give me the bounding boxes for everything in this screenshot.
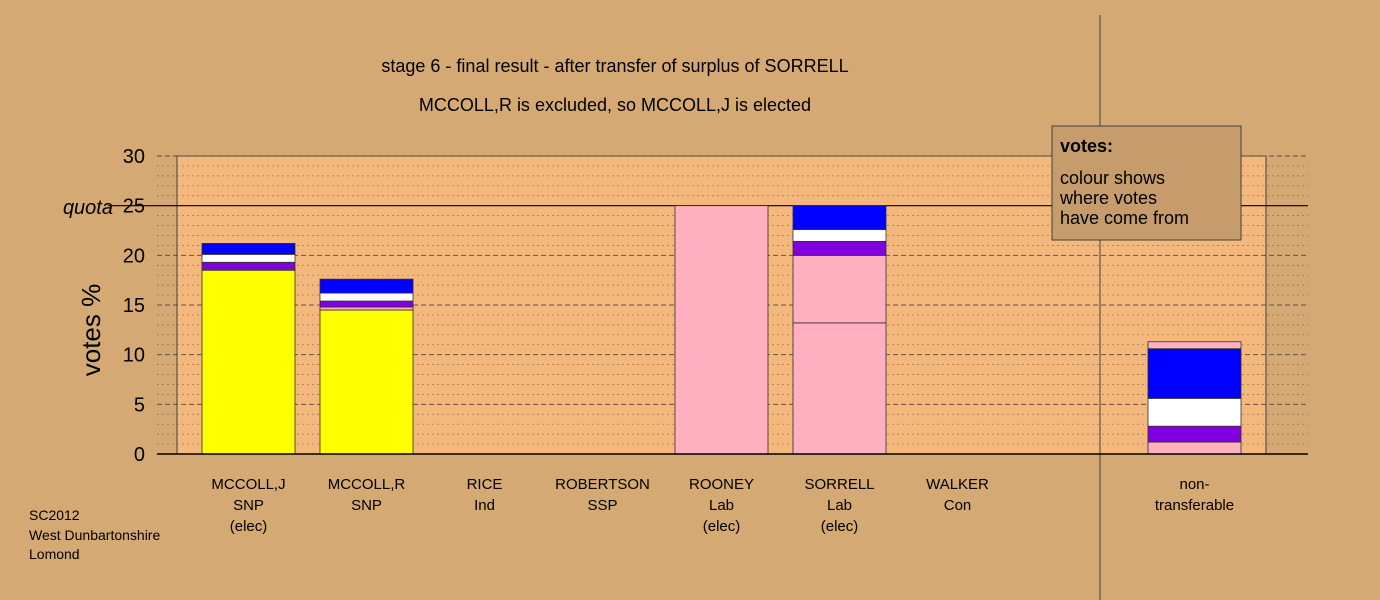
bar-segment [674, 205, 769, 455]
x-category-label: WALKER [926, 476, 989, 493]
x-category-label: RICE [467, 476, 503, 493]
x-category-label: MCCOLL,J [211, 476, 285, 493]
x-category-label: (elec) [230, 518, 268, 535]
legend-box: votes: colour shows where votes have com… [1051, 125, 1242, 241]
legend-line-2: where votes [1059, 188, 1157, 208]
footer-line-3: Lomond [29, 546, 80, 562]
bar-segment [792, 205, 887, 230]
x-category-label: SNP [233, 497, 264, 514]
y-axis-label: votes % [76, 284, 106, 377]
footer-text: SC2012 West Dunbartonshire Lomond [29, 507, 160, 562]
bar-segment [1147, 425, 1242, 443]
y-tick-label: 30 [123, 146, 145, 168]
bar-segment [1147, 348, 1242, 399]
bar-segment [319, 309, 414, 455]
bar-segment [1147, 441, 1242, 455]
y-tick-label: 5 [134, 394, 145, 416]
bar-segment [319, 306, 414, 311]
bars [201, 205, 1242, 455]
x-category-label: (elec) [703, 518, 741, 535]
x-category-label: Con [944, 497, 972, 514]
bar-segment [201, 269, 296, 455]
bar-segment [1147, 341, 1242, 350]
x-category-label: SSP [587, 497, 617, 514]
y-tick-label: 25 [123, 196, 145, 218]
x-category-label: SNP [351, 497, 382, 514]
legend-line-3: have come from [1060, 208, 1189, 228]
y-tick-label: 20 [123, 245, 145, 267]
bar-segment [319, 300, 414, 308]
y-tick-labels: 0 5 10 15 20 25 30 [123, 146, 145, 466]
legend-heading: votes: [1060, 136, 1113, 156]
x-category-label: Lab [827, 497, 852, 514]
bar-segment [792, 241, 887, 256]
y-tick-label: 15 [123, 295, 145, 317]
bar-segment [792, 322, 887, 455]
chart-title: stage 6 - final result - after transfer … [381, 56, 848, 76]
bar-segment [319, 278, 414, 294]
x-category-label: Ind [474, 497, 495, 514]
footer-line-1: SC2012 [29, 507, 80, 523]
x-category-label: (elec) [821, 518, 859, 535]
bar-segment [792, 254, 887, 324]
quota-label: quota [63, 197, 113, 219]
x-category-label: non- [1179, 476, 1209, 493]
bar-segment [201, 253, 296, 263]
x-category-labels: MCCOLL,J SNP (elec) MCCOLL,R SNP RICE Ind ROBER… [211, 476, 1234, 535]
x-category-label: Lab [709, 497, 734, 514]
y-tick-label: 0 [134, 444, 145, 466]
x-category-label: ROBERTSON [555, 476, 650, 493]
bar-segment [201, 261, 296, 270]
x-category-label: SORRELL [804, 476, 874, 493]
chart-subtitle: MCCOLL,R is excluded, so MCCOLL,J is ele… [419, 95, 811, 115]
footer-line-2: West Dunbartonshire [29, 527, 160, 543]
bar-segment [1147, 397, 1242, 427]
bar-segment [319, 292, 414, 302]
bar-segment [201, 243, 296, 255]
bar-segment [792, 229, 887, 242]
x-category-label: MCCOLL,R [328, 476, 406, 493]
y-tick-label: 10 [123, 345, 145, 367]
legend-line-1: colour shows [1060, 168, 1165, 188]
x-category-label: transferable [1155, 497, 1234, 514]
x-category-label: ROONEY [689, 476, 754, 493]
